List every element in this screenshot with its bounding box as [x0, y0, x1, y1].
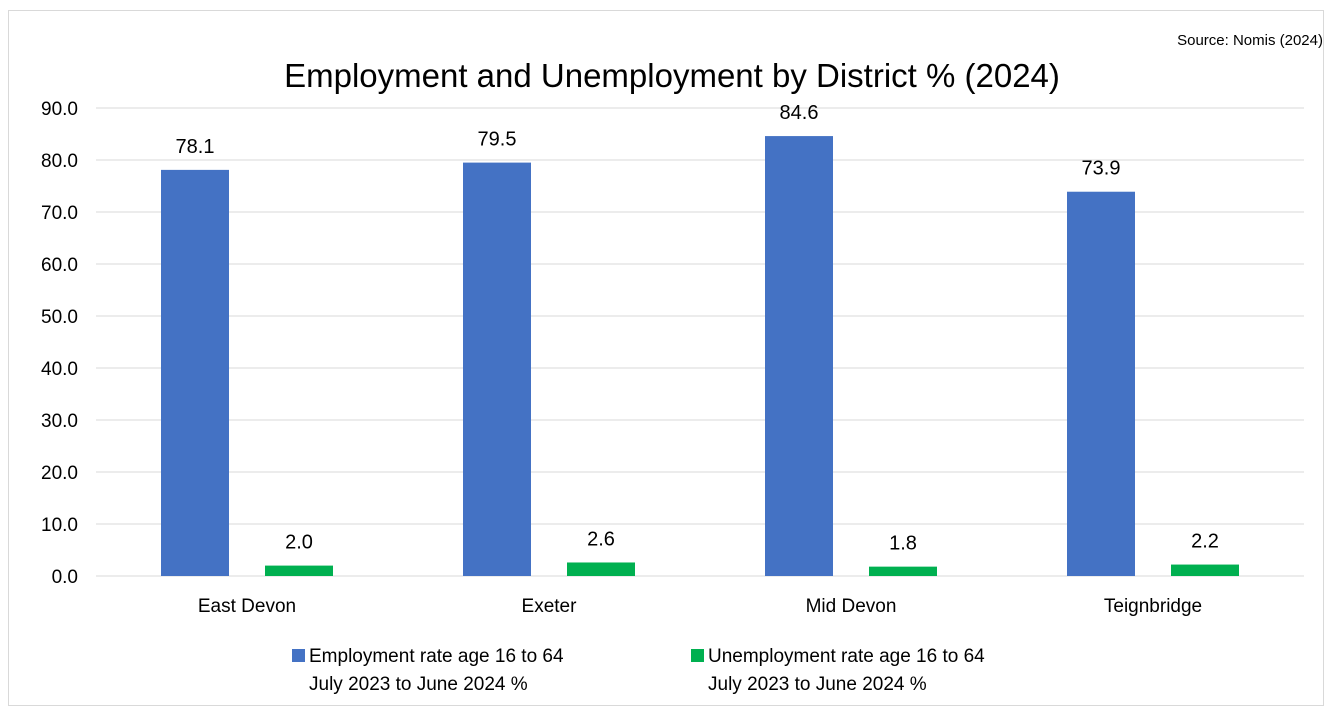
x-tick-label: East Devon — [198, 596, 296, 617]
bar-unemployment-mid-devon — [869, 566, 937, 576]
y-tick-label: 90.0 — [41, 99, 78, 120]
data-label-unemployment-east-devon: 2.0 — [285, 532, 313, 554]
bar-employment-teignbridge — [1067, 191, 1135, 576]
data-label-employment-mid-devon: 84.6 — [780, 102, 819, 124]
legend-label-unemployment-line2: July 2023 to June 2024 % — [708, 674, 927, 695]
x-tick-label: Exeter — [522, 596, 578, 617]
source-note: Source: Nomis (2024) — [1177, 32, 1323, 49]
bars — [161, 136, 1239, 576]
y-tick-label: 30.0 — [41, 411, 78, 432]
bar-unemployment-teignbridge — [1171, 564, 1239, 576]
legend-swatch-unemployment — [691, 649, 704, 662]
y-tick-label: 20.0 — [41, 463, 78, 484]
data-label-unemployment-exeter: 2.6 — [587, 528, 615, 550]
legend-swatch-employment — [292, 649, 305, 662]
y-tick-label: 80.0 — [41, 151, 78, 172]
x-axis-ticks: East Devon Exeter Mid Devon Teignbridge — [198, 596, 1202, 617]
y-tick-label: 50.0 — [41, 307, 78, 328]
chart-title: Employment and Unemployment by District … — [284, 57, 1060, 94]
y-tick-label: 60.0 — [41, 255, 78, 276]
y-tick-label: 0.0 — [52, 567, 78, 588]
data-label-unemployment-mid-devon: 1.8 — [889, 533, 917, 555]
x-tick-label: Mid Devon — [806, 596, 897, 617]
data-label-unemployment-teignbridge: 2.2 — [1191, 531, 1219, 553]
data-label-employment-east-devon: 78.1 — [176, 136, 215, 158]
legend: Employment rate age 16 to 64 July 2023 t… — [292, 646, 985, 695]
data-labels: 78.1 2.0 79.5 2.6 84.6 1.8 73.9 2.2 — [176, 102, 1219, 555]
y-tick-label: 40.0 — [41, 359, 78, 380]
legend-label-employment-line1: Employment rate age 16 to 64 — [309, 646, 564, 667]
bar-employment-exeter — [463, 162, 531, 576]
legend-label-employment-line2: July 2023 to June 2024 % — [309, 674, 528, 695]
data-label-employment-teignbridge: 73.9 — [1082, 158, 1121, 180]
data-label-employment-exeter: 79.5 — [478, 129, 517, 151]
bar-unemployment-exeter — [567, 562, 635, 576]
legend-label-unemployment-line1: Unemployment rate age 16 to 64 — [708, 646, 985, 667]
bar-employment-east-devon — [161, 169, 229, 576]
x-tick-label: Teignbridge — [1104, 596, 1202, 617]
bar-unemployment-east-devon — [265, 565, 333, 576]
y-tick-label: 70.0 — [41, 203, 78, 224]
y-axis-ticks: 0.0 10.0 20.0 30.0 40.0 50.0 60.0 70.0 80.0 90.0 — [41, 99, 78, 588]
bar-employment-mid-devon — [765, 136, 833, 576]
y-tick-label: 10.0 — [41, 515, 78, 536]
